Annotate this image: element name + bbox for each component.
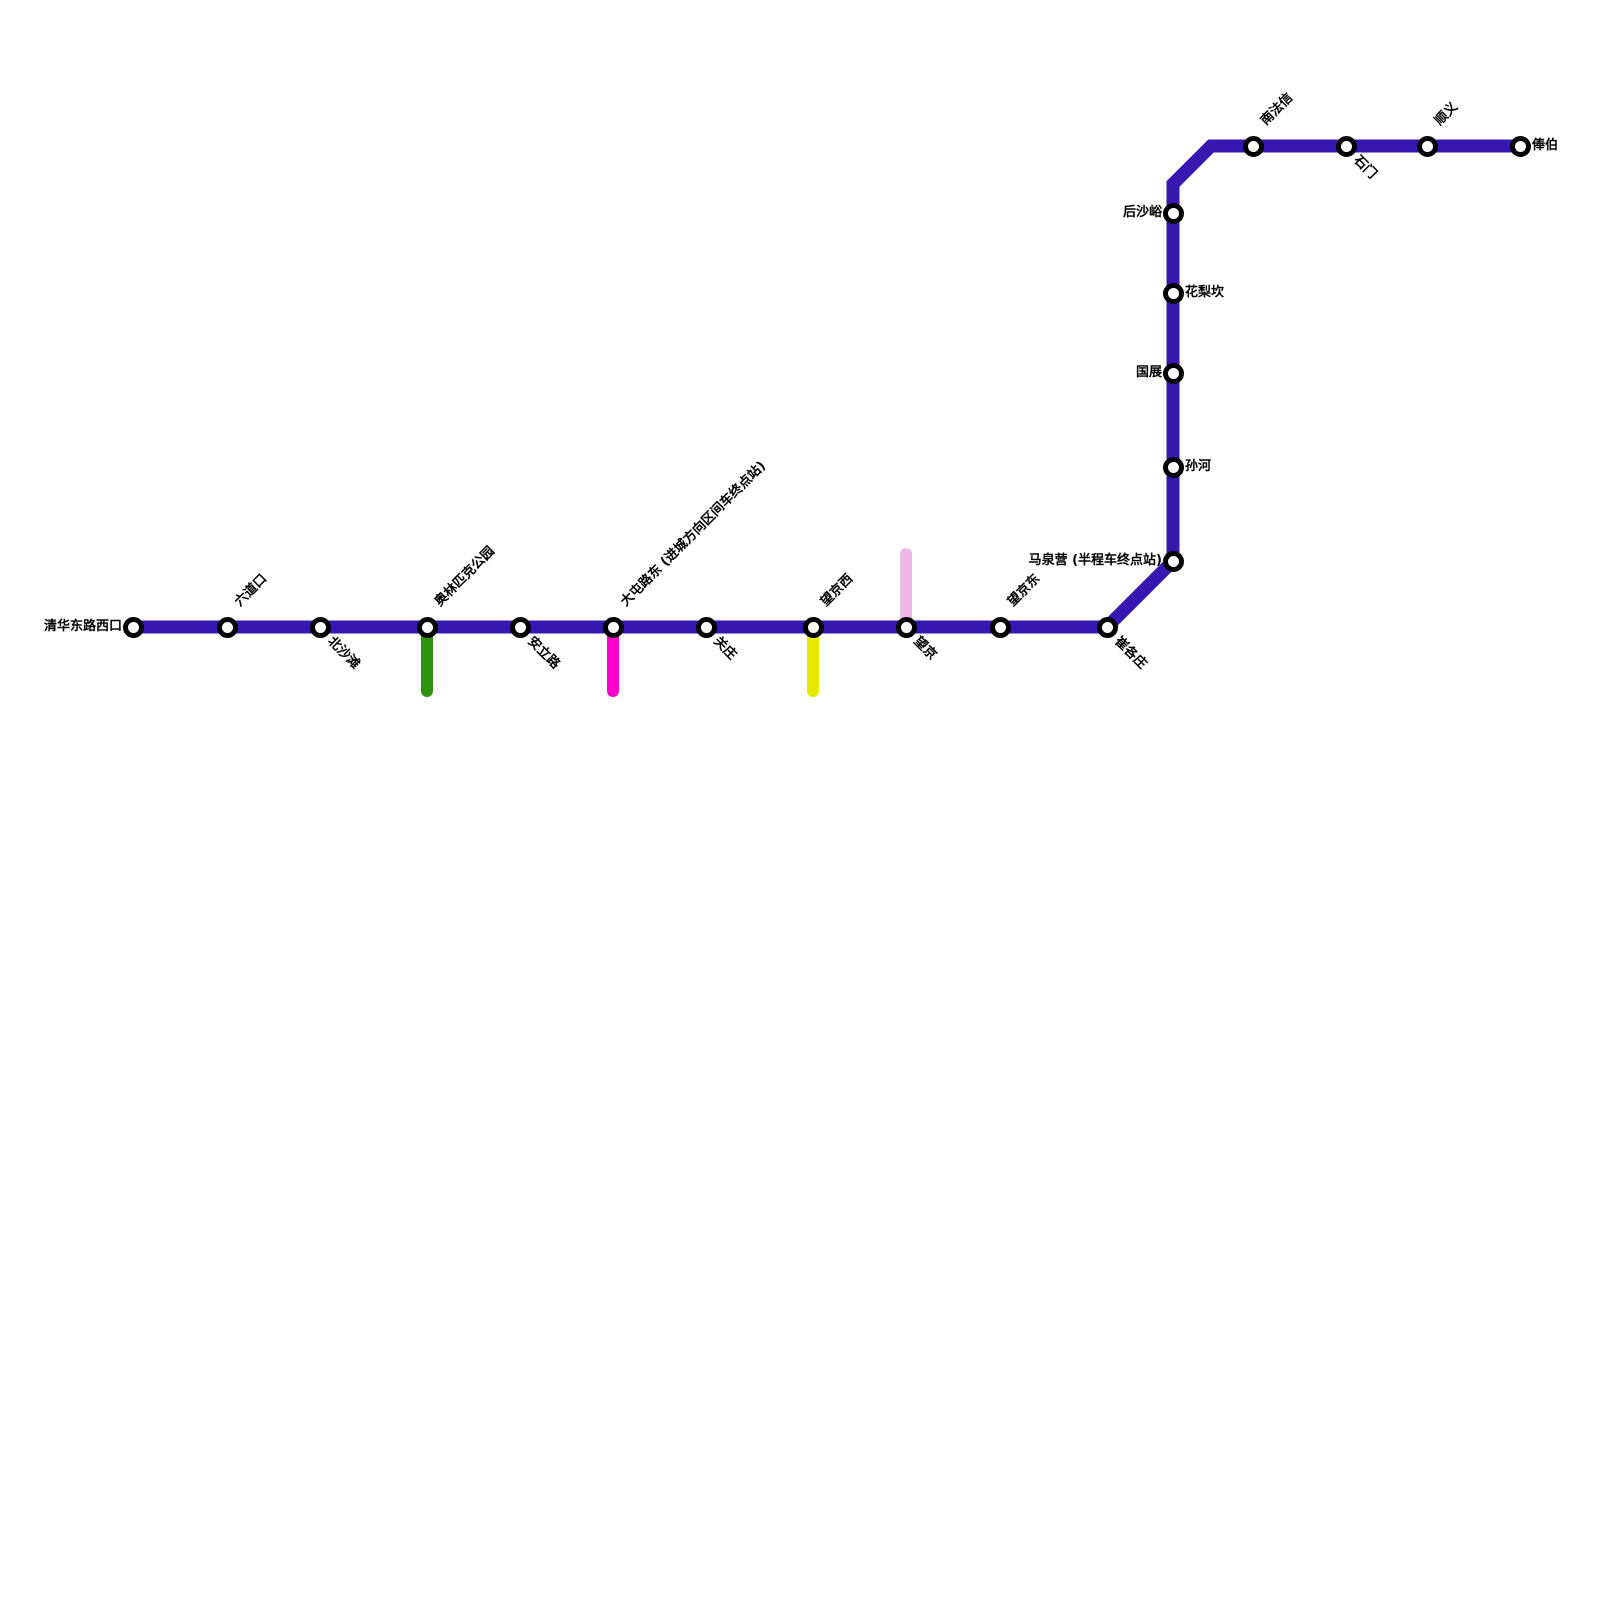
station-label: 关庄 bbox=[710, 634, 740, 664]
station-marker[interactable] bbox=[1162, 282, 1184, 304]
station-label: 望京西 bbox=[818, 571, 857, 610]
station-label: 顺义 bbox=[1432, 99, 1462, 129]
station-marker[interactable] bbox=[1509, 135, 1531, 157]
station-marker[interactable] bbox=[1416, 135, 1438, 157]
station-marker[interactable] bbox=[1162, 456, 1184, 478]
station-label: 六道口 bbox=[232, 571, 271, 610]
station-marker[interactable] bbox=[1162, 362, 1184, 384]
station-label: 清华东路西口 bbox=[43, 619, 122, 634]
station-marker[interactable] bbox=[216, 616, 238, 638]
station-label: 花梨坎 bbox=[1185, 285, 1225, 300]
station-label: 俸伯 bbox=[1532, 138, 1559, 153]
transfer-line-tick bbox=[807, 621, 819, 697]
station-label: 孙河 bbox=[1185, 459, 1212, 474]
station-label: 崔各庄 bbox=[1111, 634, 1150, 673]
station-marker[interactable] bbox=[989, 616, 1011, 638]
station-marker[interactable] bbox=[1162, 202, 1184, 224]
station-label: 安立路 bbox=[524, 634, 563, 673]
station-marker[interactable] bbox=[309, 616, 331, 638]
station-marker[interactable] bbox=[602, 616, 624, 638]
station-marker[interactable] bbox=[509, 616, 531, 638]
station-label: 石门 bbox=[1350, 153, 1380, 183]
station-marker[interactable] bbox=[1335, 135, 1357, 157]
station-marker[interactable] bbox=[1096, 616, 1118, 638]
station-label: 马泉营 (半程车终点站) bbox=[1028, 553, 1162, 568]
station-marker[interactable] bbox=[695, 616, 717, 638]
transfer-line-tick bbox=[607, 621, 619, 697]
station-label: 后沙峪 bbox=[1122, 205, 1162, 220]
station-label: 北沙滩 bbox=[324, 634, 363, 673]
station-label: 大屯路东 (进城方向区间车终点站) bbox=[618, 458, 769, 610]
station-marker[interactable] bbox=[802, 616, 824, 638]
station-label: 望京东 bbox=[1005, 571, 1044, 610]
transfer-line-tick bbox=[421, 621, 433, 697]
station-marker[interactable] bbox=[895, 616, 917, 638]
station-label: 国展 bbox=[1135, 365, 1162, 380]
station-label: 望京 bbox=[910, 634, 940, 664]
line-15-route-path bbox=[133, 139, 1520, 634]
station-marker[interactable] bbox=[1162, 550, 1184, 572]
station-label: 奥林匹克公园 bbox=[432, 543, 498, 610]
station-marker[interactable] bbox=[1242, 135, 1264, 157]
station-marker[interactable] bbox=[416, 616, 438, 638]
station-marker[interactable] bbox=[122, 616, 144, 638]
station-label: 南法信 bbox=[1258, 90, 1297, 129]
